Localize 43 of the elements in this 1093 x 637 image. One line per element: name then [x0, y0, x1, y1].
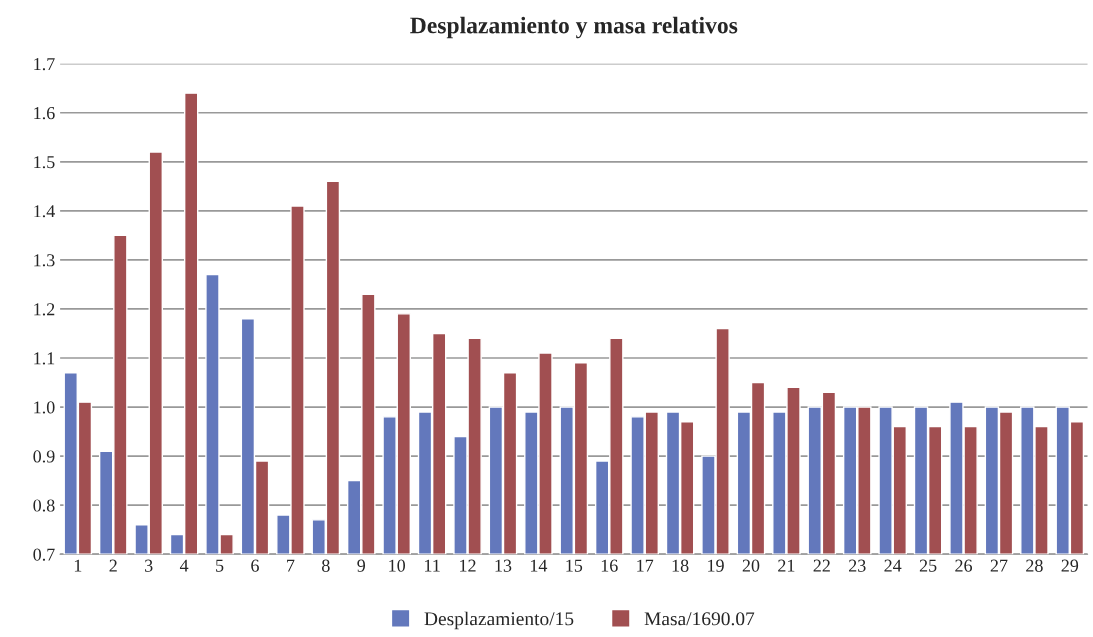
x-tick-label: 9 [357, 559, 366, 572]
x-tick-label: 16 [601, 559, 618, 572]
legend-label: Desplazamiento/15 [424, 611, 574, 630]
x-tick-label: 18 [672, 559, 689, 572]
x-tick-label: 27 [990, 559, 1008, 572]
y-tick-label: 1.2 [34, 303, 55, 316]
x-tick-label: 28 [1026, 559, 1043, 572]
x-tick-label: 8 [322, 559, 330, 572]
x-tick-label: 17 [637, 559, 654, 572]
x-tick-label: 26 [955, 559, 973, 572]
y-tick-label: 1.5 [34, 156, 55, 169]
x-tick-label: 10 [389, 559, 406, 572]
y-tick-label: 0.8 [33, 499, 55, 512]
y-tick-label: 0.9 [33, 450, 55, 463]
y-tick-label: 1.6 [34, 107, 55, 120]
x-tick-label: 1 [74, 559, 82, 572]
legend-label: Masa/1690.07 [644, 612, 755, 626]
x-tick-label: 20 [742, 559, 760, 572]
x-tick-label: 24 [884, 559, 902, 572]
y-tick-label: 1.4 [34, 205, 55, 218]
x-tick-label: 3 [145, 559, 153, 572]
y-tick-label: 1.3 [34, 254, 55, 267]
x-tick-label: 19 [708, 559, 724, 572]
x-tick-label: 2 [109, 559, 117, 572]
x-tick-label: 14 [530, 559, 548, 572]
y-tick-label: 0.7 [33, 548, 55, 561]
x-tick-label: 4 [179, 559, 189, 572]
x-tick-label: 21 [778, 559, 795, 572]
x-tick-label: 12 [460, 559, 476, 572]
x-tick-label: 15 [566, 559, 583, 572]
x-tick-label: 5 [216, 559, 224, 572]
x-tick-label: 25 [919, 559, 937, 572]
y-tick-label: 1.1 [34, 352, 55, 365]
y-tick-label: 1.7 [34, 58, 55, 71]
x-tick-label: 13 [495, 559, 512, 572]
x-tick-label: 11 [425, 559, 440, 572]
x-tick-label: 29 [1061, 559, 1079, 572]
x-tick-label: 7 [287, 559, 295, 572]
chart-title: Desplazamiento y masa relativos [410, 16, 738, 39]
x-tick-label: 6 [251, 559, 259, 572]
x-tick-label: 23 [849, 559, 866, 572]
y-tick-label: 1.0 [34, 401, 55, 414]
x-tick-label: 22 [813, 559, 830, 572]
